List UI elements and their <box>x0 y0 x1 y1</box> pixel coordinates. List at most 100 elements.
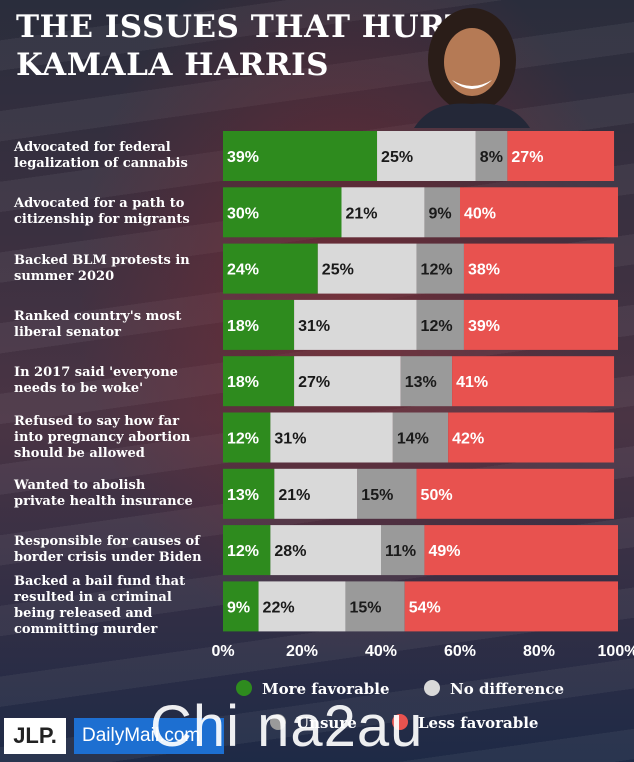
value-label-more-favorable-3: 24% <box>227 262 259 279</box>
category-label-6: Refused to say how far into pregnancy abo… <box>14 414 219 462</box>
bar-more-favorable-5 <box>223 356 295 407</box>
value-label-less-favorable-6: 42% <box>452 431 484 448</box>
legend-label-less-favorable: Less favorable <box>418 714 539 732</box>
bar-unsure-9 <box>345 581 405 632</box>
stacked-bar-chart: 39% 25% 8% 27% 30% 21% 9% 40% 24% 25% 12% 38% 18% 31%… <box>211 131 634 660</box>
value-label-more-favorable-1: 39% <box>227 149 259 166</box>
legend-label-more-favorable: More favorable <box>262 680 390 698</box>
bar-unsure-3 <box>416 243 464 294</box>
bar-more-favorable-6 <box>223 412 271 463</box>
x-tick-label-0: 0% <box>211 643 234 660</box>
value-label-no-difference-3: 25% <box>322 262 354 279</box>
value-label-no-difference-4: 31% <box>298 318 330 335</box>
bar-less-favorable-1 <box>507 131 615 181</box>
value-label-no-difference-6: 31% <box>274 431 306 448</box>
legend-label-no-difference: No difference <box>450 680 565 698</box>
category-label-line: Wanted to abolish <box>14 477 146 493</box>
category-label-line: Advocated for a path to <box>14 196 185 212</box>
bar-less-favorable-4 <box>463 299 618 350</box>
bar-no-difference-8 <box>270 525 381 576</box>
bar-no-difference-2 <box>341 187 425 238</box>
category-label-line: Refused to say how far <box>14 413 180 429</box>
value-label-more-favorable-2: 30% <box>227 205 259 222</box>
category-label-9: Backed a bail fund that resulted in a cri… <box>14 574 219 638</box>
bar-more-favorable-4 <box>223 299 295 350</box>
title-line-2: KAMALA HARRIS <box>16 47 330 83</box>
page-title: THE ISSUES THAT HURT KAMALA HARRIS <box>16 8 468 84</box>
value-label-less-favorable-4: 39% <box>468 318 500 335</box>
legend-item-unsure: Unsure <box>270 714 357 732</box>
portrait-photo <box>414 8 530 128</box>
value-label-unsure-5: 13% <box>405 374 437 391</box>
category-label-8: Responsible for causes of border crisis u… <box>14 534 219 566</box>
value-label-unsure-9: 15% <box>349 599 381 616</box>
category-label-line: resulted in a criminal <box>14 590 172 606</box>
value-label-more-favorable-8: 12% <box>227 543 259 560</box>
bar-no-difference-3 <box>317 243 417 294</box>
x-tick-label-100: 100% <box>598 643 634 660</box>
bar-less-favorable-5 <box>452 356 615 407</box>
bar-less-favorable-6 <box>448 412 615 463</box>
bar-no-difference-1 <box>377 131 476 181</box>
category-label-line: summer 2020 <box>14 268 115 284</box>
bar-unsure-2 <box>424 187 460 238</box>
category-label-line: Responsible for causes of <box>14 534 200 550</box>
value-label-unsure-7: 15% <box>361 487 393 504</box>
category-label-line: Ranked country's most <box>14 308 182 324</box>
value-label-unsure-4: 12% <box>421 318 453 335</box>
category-label-1: Advocated for federal legalization of can… <box>14 140 219 172</box>
value-label-unsure-2: 9% <box>428 205 451 222</box>
value-label-less-favorable-7: 50% <box>421 487 453 504</box>
value-label-less-favorable-2: 40% <box>464 205 496 222</box>
bar-unsure-7 <box>357 468 417 519</box>
legend-item-less-favorable: Less favorable <box>392 714 538 732</box>
value-label-no-difference-8: 28% <box>274 543 306 560</box>
bar-no-difference-7 <box>274 468 358 519</box>
value-label-less-favorable-9: 54% <box>409 599 441 616</box>
value-label-no-difference-7: 21% <box>278 487 310 504</box>
legend-swatch-less-favorable <box>392 714 408 730</box>
bar-less-favorable-9 <box>404 581 618 632</box>
value-label-unsure-1: 8% <box>480 149 503 166</box>
category-label-line: committing murder <box>14 622 158 638</box>
legend-item-more-favorable: More favorable <box>236 680 390 698</box>
category-label-line: needs to be woke' <box>14 381 144 397</box>
bar-more-favorable-1 <box>223 131 378 181</box>
bar-no-difference-4 <box>294 299 417 350</box>
value-label-more-favorable-7: 13% <box>227 487 259 504</box>
category-label-3: Backed BLM protests in summer 2020 <box>14 253 219 285</box>
bar-more-favorable-8 <box>223 525 271 576</box>
category-label-line: liberal senator <box>14 324 121 340</box>
bar-unsure-8 <box>381 525 425 576</box>
x-tick-label-20: 20% <box>286 643 318 660</box>
x-tick-label-80: 80% <box>523 643 555 660</box>
title-line-1: THE ISSUES THAT HURT <box>16 9 469 45</box>
value-label-more-favorable-4: 18% <box>227 318 259 335</box>
bar-less-favorable-7 <box>416 468 615 519</box>
category-label-line: In 2017 said 'everyone <box>14 365 178 381</box>
category-label-line: private health insurance <box>14 493 193 509</box>
daily-mail-logo: DailyMail.com <box>74 718 224 754</box>
bar-less-favorable-2 <box>460 187 618 238</box>
value-label-more-favorable-5: 18% <box>227 374 259 391</box>
value-label-no-difference-2: 21% <box>346 205 378 222</box>
bar-no-difference-6 <box>270 412 393 463</box>
value-label-less-favorable-8: 49% <box>428 543 460 560</box>
bar-more-favorable-7 <box>223 468 275 519</box>
category-label-line: being released and <box>14 606 153 622</box>
bar-more-favorable-2 <box>223 187 342 238</box>
value-label-less-favorable-3: 38% <box>468 262 500 279</box>
category-label-5: In 2017 said 'everyone needs to be woke' <box>14 365 219 397</box>
legend-swatch-more-favorable <box>236 680 252 696</box>
value-label-less-favorable-5: 41% <box>456 374 488 391</box>
value-label-unsure-8: 11% <box>385 543 416 560</box>
value-label-less-favorable-1: 27% <box>511 149 543 166</box>
value-label-more-favorable-9: 9% <box>227 599 250 616</box>
category-label-7: Wanted to abolish private health insuranc… <box>14 478 219 510</box>
bar-no-difference-5 <box>294 356 401 407</box>
category-label-line: border crisis under Biden <box>14 550 202 566</box>
bar-less-favorable-8 <box>424 525 618 576</box>
watermark: Chi na2au <box>150 694 424 759</box>
category-label-line: should be allowed <box>14 445 145 461</box>
category-label-line: Advocated for federal <box>14 140 171 155</box>
